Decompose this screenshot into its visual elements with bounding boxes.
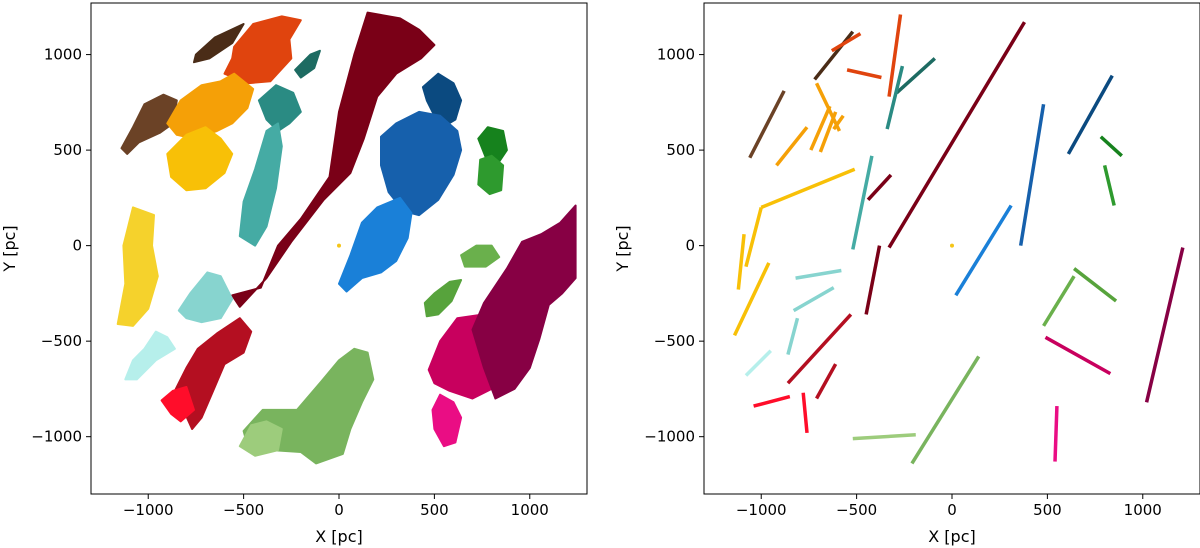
y-tick-label: 500 xyxy=(53,141,82,159)
orientation-segment-28 xyxy=(786,317,800,355)
orientation-segment-16 xyxy=(885,65,905,130)
right-panel-segment-map: −1000 −500 0 500 1000 −1000 −500 0 500 1000 X [pc]… xyxy=(613,2,1200,546)
x-tick-label: −1000 xyxy=(736,501,787,519)
y-tick-label: 0 xyxy=(685,237,695,255)
x-tick-label: 1000 xyxy=(1124,501,1162,519)
y-tick-label: 1000 xyxy=(44,46,82,64)
cloud-region-11 xyxy=(380,110,463,217)
y-tick-label: 1000 xyxy=(657,46,695,64)
x-axis-label: X [pc] xyxy=(315,527,362,546)
axes-frame xyxy=(703,2,1200,495)
orientation-segment-5 xyxy=(887,14,903,97)
orientation-segment-36 xyxy=(910,355,981,465)
x-tick-label: 500 xyxy=(1033,501,1062,519)
sun-marker xyxy=(337,243,341,248)
cloud-region-5 xyxy=(166,72,255,140)
y-axis-label: Y [pc] xyxy=(0,225,19,272)
cloud-region-13 xyxy=(477,154,505,196)
y-tick-label: 500 xyxy=(666,141,695,159)
y-axis-label: Y [pc] xyxy=(613,225,632,272)
orientation-segment-26 xyxy=(795,268,842,280)
cloud-region-16 xyxy=(177,271,234,324)
cloud-region-15 xyxy=(116,206,159,327)
cloud-region-6 xyxy=(166,126,234,192)
orientation-segment-25 xyxy=(954,204,1013,297)
orientation-segment-4 xyxy=(846,68,882,80)
orientation-segment-18 xyxy=(887,21,1026,249)
left-panel-region-map: −1000 −500 0 500 1000 −1000 −500 0 500 1000 X [pc]… xyxy=(0,2,588,546)
orientation-segment-19 xyxy=(866,173,893,201)
cloud-region-3 xyxy=(294,49,321,79)
orientation-segment-2 xyxy=(813,30,855,81)
orientation-segment-23 xyxy=(1099,135,1123,158)
y-tick-label: 0 xyxy=(72,237,82,255)
orientation-segment-27 xyxy=(792,286,835,313)
cloud-region-25 xyxy=(471,204,577,400)
cloud-region-20 xyxy=(423,279,463,318)
orientation-segment-22 xyxy=(1018,103,1046,246)
x-axis-label: X [pc] xyxy=(928,527,975,546)
x-tick-label: −500 xyxy=(223,501,264,519)
cloud-region-9 xyxy=(231,11,436,308)
orientation-segment-34 xyxy=(1073,267,1118,303)
x-tick-label: −1000 xyxy=(123,501,174,519)
cloud-region-21 xyxy=(460,244,501,268)
x-tick-label: −500 xyxy=(836,501,877,519)
cloud-region-14 xyxy=(338,196,413,293)
orientation-segment-6 xyxy=(895,57,937,95)
cloud-region-10 xyxy=(421,72,463,127)
orientation-segment-35 xyxy=(1042,275,1076,327)
x-tick-label: 0 xyxy=(947,501,957,519)
cloud-region-7 xyxy=(257,84,302,132)
cloud-region-19 xyxy=(160,386,195,423)
y-tick-label: −500 xyxy=(654,332,695,350)
sun-marker xyxy=(950,243,954,248)
orientation-segment-11 xyxy=(832,114,845,131)
orientation-segment-40 xyxy=(1053,406,1059,462)
y-tick-label: −1000 xyxy=(31,428,82,446)
x-tick-label: 1000 xyxy=(511,501,549,519)
cloud-region-23 xyxy=(238,420,283,457)
y-tick-label: −1000 xyxy=(644,428,695,446)
orientation-segment-39 xyxy=(1144,247,1185,403)
orientation-segment-3 xyxy=(830,32,862,53)
x-tick-label: 500 xyxy=(420,501,449,519)
plot-area xyxy=(116,11,577,465)
orientation-segment-17 xyxy=(851,155,874,250)
orientation-segment-33 xyxy=(801,392,809,434)
orientation-segment-1 xyxy=(748,90,786,159)
orientation-segment-38 xyxy=(1044,335,1112,376)
orientation-segment-15 xyxy=(732,262,771,337)
cloud-region-18 xyxy=(173,317,253,430)
orientation-segment-14 xyxy=(760,167,856,210)
orientation-segment-31 xyxy=(815,363,838,400)
cloud-region-2 xyxy=(223,15,302,85)
orientation-segment-32 xyxy=(753,394,791,408)
orientation-segment-29 xyxy=(744,349,773,377)
orientation-segment-30 xyxy=(786,313,853,385)
orientation-segment-10 xyxy=(818,111,838,153)
orientation-segment-12 xyxy=(736,233,746,290)
orientation-segment-24 xyxy=(1102,164,1116,206)
orientation-segment-13 xyxy=(744,206,763,268)
plot-area xyxy=(732,14,1185,465)
cloud-region-1 xyxy=(193,23,245,64)
cloud-region-17 xyxy=(124,330,176,381)
y-tick-label: −500 xyxy=(41,332,82,350)
cloud-region-26 xyxy=(431,393,463,448)
orientation-segment-8 xyxy=(775,126,809,167)
x-tick-label: 0 xyxy=(334,501,344,519)
orientation-segment-37 xyxy=(852,433,916,441)
orientation-segment-21 xyxy=(1066,74,1114,155)
orientation-segment-9 xyxy=(809,105,832,151)
cloud-region-8 xyxy=(238,122,283,247)
orientation-segment-20 xyxy=(864,245,882,315)
